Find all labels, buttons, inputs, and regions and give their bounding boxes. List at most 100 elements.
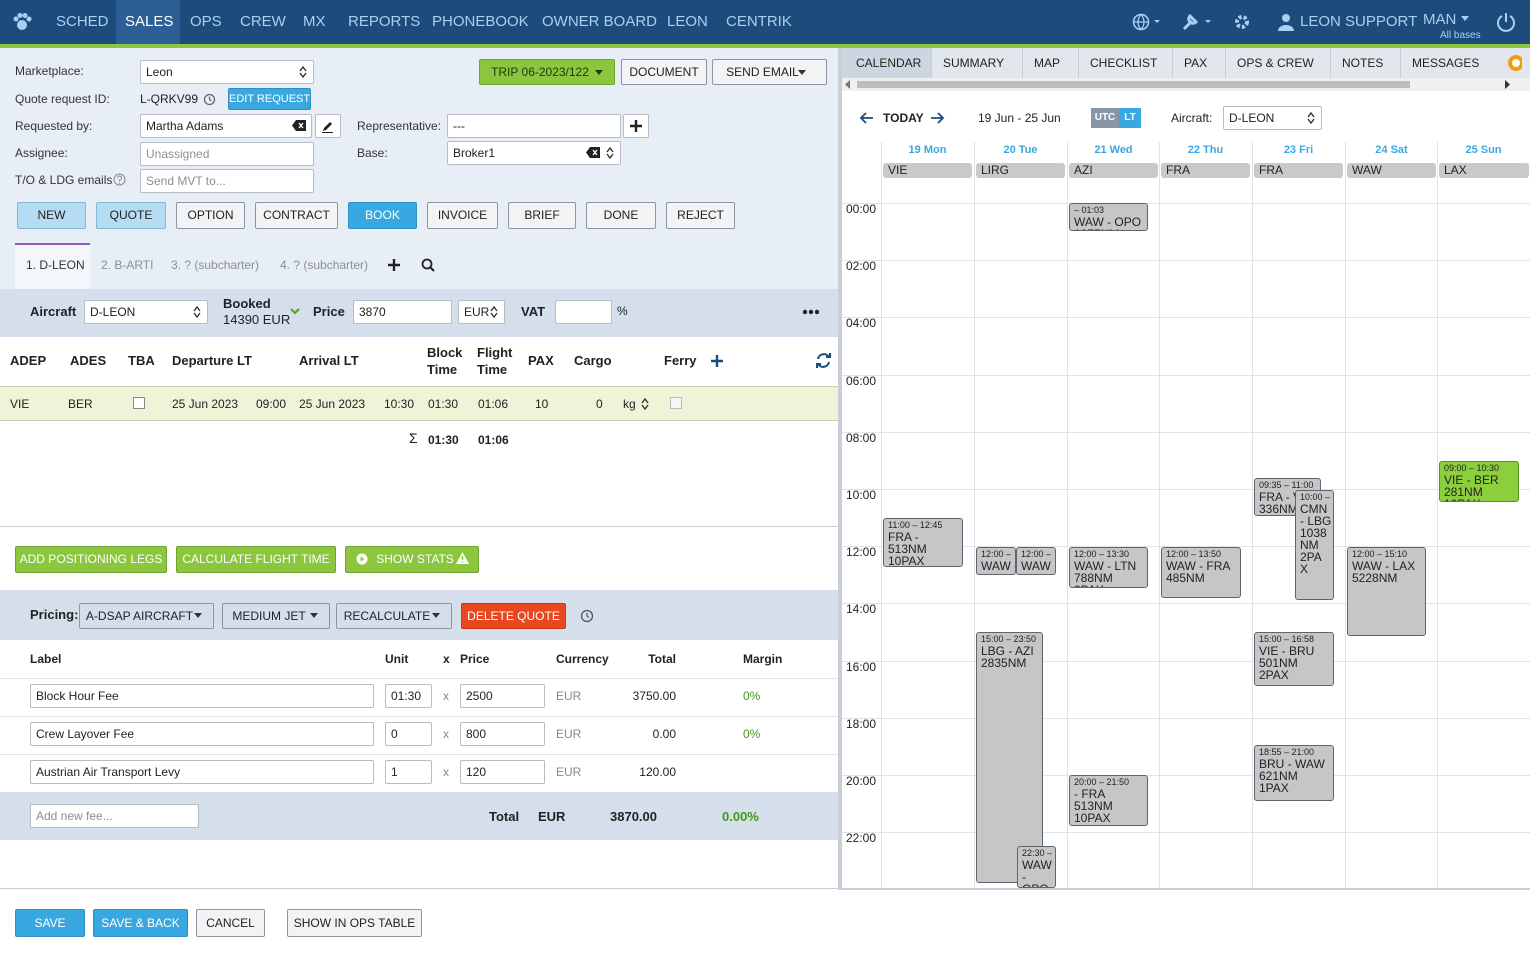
- event-time: 09:00 – 10:30: [1444, 463, 1500, 473]
- event-line: WAW - OPO: [1074, 215, 1142, 229]
- refresh-icon[interactable]: [815, 352, 832, 369]
- nav-item[interactable]: LEON: [667, 13, 708, 30]
- emails-input[interactable]: Send MVT to...: [140, 169, 314, 193]
- search-icon[interactable]: [421, 258, 435, 272]
- nav-item[interactable]: MX: [303, 13, 326, 30]
- calendar-event[interactable]: 11:00 – 12:45 FRA -513NM 10PAX: [883, 518, 963, 567]
- nav-item[interactable]: OPS: [190, 13, 222, 30]
- marketplace-select[interactable]: Leon: [140, 60, 314, 84]
- requested-by-input[interactable]: Martha Adams: [140, 114, 312, 138]
- calendar-event[interactable]: 12:00 – 13:50 WAW - FRA 485NM: [1161, 547, 1241, 598]
- aircraft-select[interactable]: D-LEON: [84, 300, 208, 324]
- calendar-event[interactable]: 12:00 – 15:10 WAW - LAX 5228NM: [1347, 547, 1426, 636]
- status-button[interactable]: DONE: [586, 202, 656, 229]
- status-button[interactable]: REJECT: [666, 202, 735, 229]
- nav-item[interactable]: REPORTS: [348, 13, 421, 30]
- action-button[interactable]: ADD POSITIONING LEGS: [15, 546, 167, 573]
- fee-label-input[interactable]: Block Hour Fee: [30, 684, 374, 708]
- currency-select[interactable]: EUR: [458, 300, 505, 324]
- nav-item[interactable]: CENTRIK: [726, 13, 792, 30]
- utc-toggle[interactable]: UTC: [1091, 108, 1119, 128]
- calendar-tab[interactable]: SUMMARY: [943, 56, 1005, 70]
- send-email-button[interactable]: SEND EMAIL: [712, 59, 827, 85]
- footer-button[interactable]: SHOW IN OPS TABLE: [287, 909, 422, 937]
- nav-item[interactable]: SALES: [125, 13, 174, 30]
- status-button[interactable]: BOOK: [348, 202, 417, 229]
- checkbox[interactable]: [670, 397, 682, 409]
- nav-item[interactable]: SCHED: [56, 13, 109, 30]
- pricing-button[interactable]: MEDIUM JET: [222, 603, 330, 629]
- lt-toggle[interactable]: LT: [1119, 108, 1141, 128]
- prev-arrow[interactable]: [859, 112, 874, 124]
- trip-button[interactable]: TRIP 06-2023/122: [479, 59, 615, 85]
- calendar-tab[interactable]: PAX: [1184, 56, 1208, 70]
- logout-icon[interactable]: [1496, 12, 1516, 32]
- aircraft-tab[interactable]: 3. ? (subcharter): [171, 258, 260, 272]
- user-name[interactable]: LEON SUPPORT: [1300, 13, 1418, 30]
- calendar-tab[interactable]: MESSAGES: [1412, 56, 1480, 70]
- today-button[interactable]: TODAY: [883, 111, 924, 125]
- calendar-event[interactable]: 22:30 –WAW-OPO: [1017, 846, 1056, 888]
- status-button[interactable]: BRIEF: [508, 202, 576, 229]
- status-button[interactable]: OPTION: [176, 202, 245, 229]
- fee-price-input[interactable]: 800: [460, 722, 545, 746]
- footer-button[interactable]: CANCEL: [196, 909, 265, 937]
- fee-price-input[interactable]: 2500: [460, 684, 545, 708]
- footer-button[interactable]: SAVE & BACK: [93, 909, 188, 937]
- fee-price-input[interactable]: 120: [460, 760, 545, 784]
- nav-item[interactable]: OWNER BOARD: [542, 13, 658, 30]
- label: Price: [313, 304, 345, 319]
- fee-label-input[interactable]: Austrian Air Transport Levy: [30, 760, 374, 784]
- calendar-tab[interactable]: NOTES: [1342, 56, 1384, 70]
- status-button[interactable]: QUOTE: [96, 202, 166, 229]
- add-fee-input[interactable]: Add new fee...: [30, 804, 199, 828]
- edit-request-button[interactable]: EDIT REQUEST: [228, 88, 311, 110]
- fee-unit-input[interactable]: 1: [385, 760, 432, 784]
- action-button[interactable]: CALCULATE FLIGHT TIME: [176, 546, 336, 573]
- tools-icon[interactable]: [1181, 13, 1211, 31]
- fee-unit-input[interactable]: 0: [385, 722, 432, 746]
- calendar-event[interactable]: 10:00 – CMN - LBG 1038 NM 2PA X: [1295, 490, 1334, 600]
- more-icon[interactable]: [802, 309, 820, 315]
- pricing-button[interactable]: A-DSAP AIRCRAFT: [79, 603, 214, 629]
- add-icon[interactable]: [629, 119, 643, 133]
- fee-unit-input[interactable]: 01:30: [385, 684, 432, 708]
- document-button[interactable]: DOCUMENT: [621, 59, 707, 85]
- status-button[interactable]: INVOICE: [427, 202, 498, 229]
- nav-item[interactable]: CREW: [240, 13, 286, 30]
- calendar-tab[interactable]: OPS & CREW: [1237, 56, 1314, 70]
- add-icon[interactable]: [387, 258, 401, 272]
- calendar-event[interactable]: 15:00 – 16:58 VIE - BRU 501NM 2PAX: [1254, 632, 1334, 686]
- vat-input[interactable]: [555, 300, 612, 324]
- calendar-tab[interactable]: MAP: [1034, 56, 1061, 70]
- assignee-input[interactable]: Unassigned: [140, 142, 314, 166]
- delete-quote-button[interactable]: DELETE QUOTE: [461, 603, 566, 629]
- aircraft-select[interactable]: D-LEON: [1223, 106, 1322, 130]
- pricing-button[interactable]: RECALCULATE: [336, 603, 452, 629]
- price-input[interactable]: 3870: [353, 300, 452, 324]
- globe-icon[interactable]: [1132, 13, 1160, 31]
- fee-label-input[interactable]: Crew Layover Fee: [30, 722, 374, 746]
- aircraft-tab[interactable]: 4. ? (subcharter): [280, 258, 369, 272]
- calendar-event[interactable]: 15:00 – 23:50 LBG - AZI 2835NM: [976, 632, 1043, 883]
- add-icon[interactable]: [710, 354, 724, 368]
- calendar-event[interactable]: 12:00 – WAW -: [976, 547, 1016, 575]
- footer-button[interactable]: SAVE: [15, 909, 85, 937]
- aircraft-tab[interactable]: 2. B-ARTI: [101, 258, 154, 272]
- next-arrow[interactable]: [930, 112, 945, 124]
- status-button[interactable]: NEW: [17, 202, 86, 229]
- checkbox[interactable]: [133, 397, 145, 409]
- calendar-event[interactable]: 18:55 – 21:00 BRU - WAW 621NM 1PAX: [1254, 745, 1334, 801]
- nav-item[interactable]: PHONEBOOK: [432, 13, 529, 30]
- settings-icon[interactable]: [1233, 13, 1251, 31]
- calendar-event[interactable]: 12:00 – WAW: [1016, 547, 1056, 575]
- representative-input[interactable]: ---: [447, 114, 621, 138]
- calendar-tab[interactable]: CALENDAR: [856, 56, 922, 70]
- aircraft-tab[interactable]: 1. D-LEON: [26, 258, 85, 272]
- calendar-event[interactable]: 20:00 – 21:50- FRA 513NM 10PAX: [1069, 775, 1148, 826]
- calendar-tab[interactable]: CHECKLIST: [1090, 56, 1158, 70]
- status-button[interactable]: CONTRACT: [255, 202, 338, 229]
